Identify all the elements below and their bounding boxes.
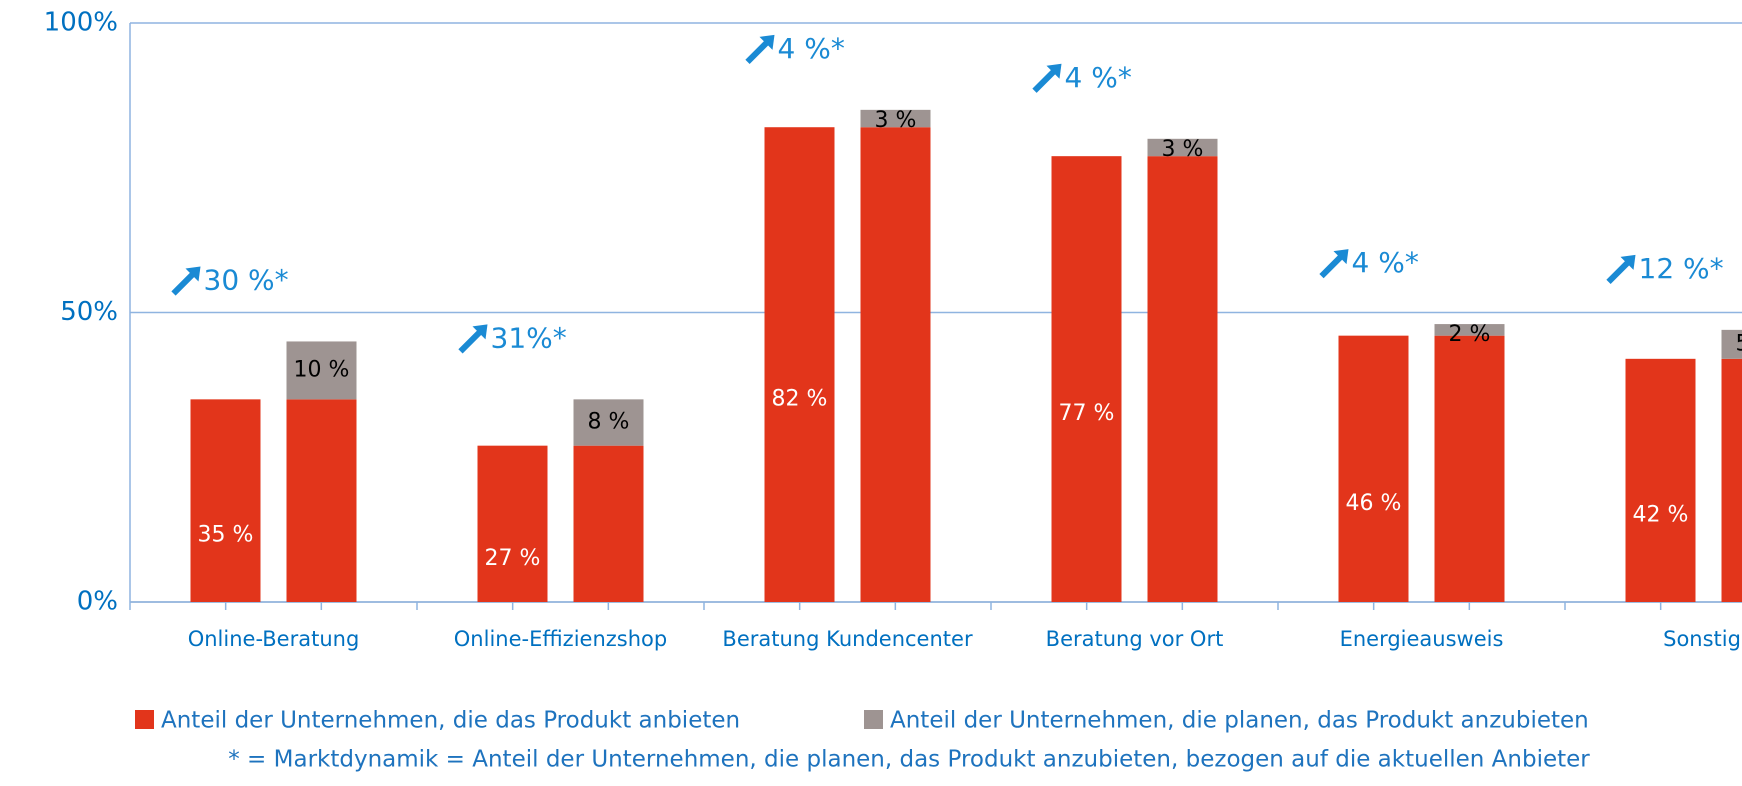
bar xyxy=(1338,335,1409,602)
annotation: 12 %* xyxy=(1639,252,1724,285)
annotation: 4 %* xyxy=(778,32,845,65)
y-tick-label: 100% xyxy=(44,8,118,38)
arrow-icon xyxy=(1606,259,1631,284)
value-label: 77 % xyxy=(1059,401,1115,426)
arrow-head xyxy=(1333,249,1349,265)
x-tick-label: Beratung Kundencenter xyxy=(722,627,973,651)
arrow-icon xyxy=(745,39,770,64)
annotation: 4 %* xyxy=(1065,61,1132,94)
arrow-head xyxy=(1046,63,1062,79)
arrow-icon xyxy=(1319,253,1344,279)
value-label: 8 % xyxy=(588,410,630,435)
bar-segment xyxy=(1721,329,1742,359)
value-label: 27 % xyxy=(485,546,541,571)
annotation: 31%* xyxy=(491,321,567,354)
arrow-head xyxy=(759,34,775,50)
x-tick-label: Sonstige xyxy=(1663,627,1742,651)
bar-segment xyxy=(286,341,357,400)
bar xyxy=(1434,335,1505,602)
bar xyxy=(1625,358,1696,602)
annotation: 4 %* xyxy=(1352,246,1419,279)
x-tick-label: Online-Beratung xyxy=(188,627,360,651)
value-label: 5 % xyxy=(1736,331,1742,356)
value-label: 42 % xyxy=(1633,502,1689,527)
bar-segment xyxy=(1434,324,1505,336)
bar-segment xyxy=(860,109,931,128)
bar xyxy=(190,399,261,602)
footnote: * = Marktdynamik = Anteil der Unternehme… xyxy=(228,747,1590,773)
legend-label: Anteil der Unternehmen, die planen, das … xyxy=(890,708,1589,734)
bar-segment xyxy=(1147,138,1218,157)
y-tick-label: 0% xyxy=(77,587,118,617)
x-tick-label: Beratung vor Ort xyxy=(1046,627,1224,651)
x-tick-label: Energieausweis xyxy=(1340,627,1504,651)
value-label: 35 % xyxy=(198,523,254,548)
arrow-icon xyxy=(171,271,196,296)
bar xyxy=(1721,358,1742,602)
legend-swatch xyxy=(135,710,154,729)
value-label: 2 % xyxy=(1449,322,1491,347)
value-label: 82 % xyxy=(772,387,828,412)
legend-label: Anteil der Unternehmen, die das Produkt … xyxy=(161,708,740,734)
arrow-head xyxy=(185,266,201,282)
bar xyxy=(764,127,835,602)
arrow-icon xyxy=(1032,68,1057,93)
bar xyxy=(860,127,931,602)
arrow-head xyxy=(472,324,488,340)
x-tick-label: Online-Effizienzshop xyxy=(454,627,667,651)
annotation: 30 %* xyxy=(204,263,289,296)
bar xyxy=(286,399,357,602)
value-label: 3 % xyxy=(1162,137,1204,162)
arrow-icon xyxy=(458,329,483,354)
bar-segment xyxy=(573,399,644,446)
bar xyxy=(573,445,644,602)
bar xyxy=(1147,156,1218,603)
value-label: 10 % xyxy=(294,357,350,382)
legend-swatch xyxy=(864,710,883,729)
y-tick-label: 50% xyxy=(60,297,118,327)
bar xyxy=(477,445,548,602)
value-label: 3 % xyxy=(875,108,917,133)
value-label: 46 % xyxy=(1346,491,1402,516)
arrow-head xyxy=(1620,254,1636,270)
bar xyxy=(1051,156,1122,603)
